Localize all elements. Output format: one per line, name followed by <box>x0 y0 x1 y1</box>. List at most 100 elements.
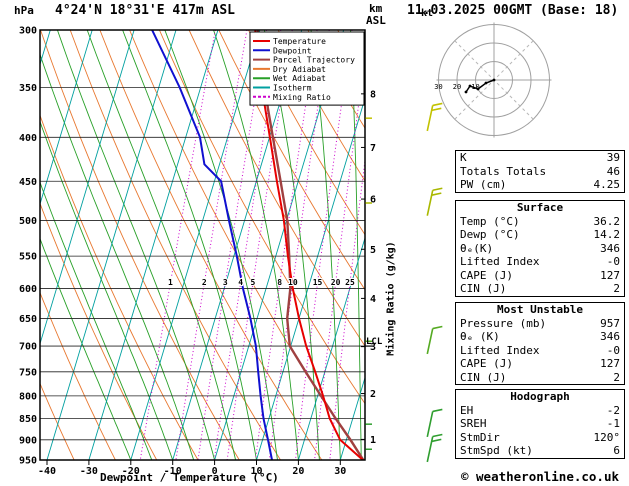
row-value: -1 <box>606 417 620 430</box>
row-value: 6 <box>613 444 620 457</box>
pressure-tick-label: 650 <box>19 314 37 325</box>
indices-tables: K 39 Totals Totals 46 PW (cm) 4.25 Surface Temp… <box>455 0 625 486</box>
parcel-trajectory-curve <box>256 30 365 460</box>
table-row: Pressure (mb) 957 <box>456 317 624 331</box>
row-label: Lifted Index <box>460 343 540 357</box>
copyright-text: © weatheronline.co.uk <box>460 469 620 484</box>
row-label: θₑ (K) <box>460 330 500 343</box>
table-row: CIN (J) 2 <box>456 282 624 296</box>
table-row: SREH -1 <box>456 417 624 431</box>
row-value: 2 <box>613 282 620 295</box>
row-label: Dewp (°C) <box>460 228 520 241</box>
mixing-ratio-label: 10 <box>288 278 298 287</box>
altitude-tick-label: 4 <box>370 294 376 305</box>
row-value: 346 <box>600 241 620 255</box>
sounding-curves <box>151 30 365 460</box>
row-label: Temp (°C) <box>460 214 520 228</box>
row-label: CIN (J) <box>460 370 507 384</box>
pressure-tick-label: 750 <box>19 367 37 378</box>
row-label: StmSpd (kt) <box>460 444 533 457</box>
legend-label: Isotherm <box>273 84 312 93</box>
pressure-tick-label: 400 <box>19 133 37 144</box>
table-section-header: Most Unstable <box>496 303 584 316</box>
temp-tick-label: 20 <box>292 466 304 477</box>
temp-tick-label: 10 <box>250 466 262 477</box>
pressure-tick-label: 600 <box>19 284 37 295</box>
indices-box-main: K 39 Totals Totals 46 PW (cm) 4.25 <box>455 150 625 193</box>
isobar-lines: 300 350 400 450 500 550 600 650 700 750 800 850 900 9… <box>19 26 365 467</box>
legend-label: Dewpoint <box>273 46 312 55</box>
pressure-axis-unit: hPa <box>14 4 34 17</box>
mixing-ratio-label: 5 <box>251 278 256 287</box>
table-row: Lifted Index -0 <box>456 344 624 358</box>
hodograph-ring-label: 10 <box>471 83 479 91</box>
wind-barb <box>426 408 443 438</box>
altitude-axis-unit-km: km <box>369 2 383 15</box>
hodograph-ring-label: 20 <box>453 83 461 91</box>
mixing-ratio-label: 25 <box>345 278 355 287</box>
table-row: CIN (J) 2 <box>456 371 624 385</box>
pressure-tick-label: 350 <box>19 83 37 94</box>
table-row: EH -2 <box>456 404 624 418</box>
altitude-tick-label: 1 <box>370 435 376 446</box>
altitude-tick-label: 3 <box>370 342 376 353</box>
pressure-tick-label: 450 <box>19 177 37 188</box>
row-label: EH <box>460 403 474 417</box>
row-label: Lifted Index <box>460 255 540 268</box>
table-row: Dewp (°C) 14.2 <box>456 228 624 242</box>
mixing-ratio-label: 1 <box>168 278 173 287</box>
pressure-tick-label: 850 <box>19 414 37 425</box>
altitude-tick-label: 7 <box>370 143 376 154</box>
legend-label: Parcel Trajectory <box>273 56 355 65</box>
table-row: Lifted Index -0 <box>456 255 624 269</box>
table-row: Totals Totals 46 <box>456 165 624 179</box>
wind-barb <box>426 187 443 216</box>
row-value: 957 <box>600 316 620 330</box>
row-label: SREH <box>460 417 487 430</box>
run-datetime-title: 11.03.2025 00GMT (Base: 18) <box>407 3 619 18</box>
row-value: 120° <box>593 430 621 444</box>
table-row: CAPE (J) 127 <box>456 357 624 371</box>
table-row: PW (cm) 4.25 <box>456 178 624 192</box>
legend-label: Wet Adiabat <box>273 74 326 83</box>
mixing-ratio-labels: 1 2 3 4 5 8 10 15 20 25 <box>167 277 356 288</box>
pressure-tick-label: 500 <box>19 216 37 227</box>
indices-box-surface: Surface Temp (°C) 36.2 Dewp (°C) 14.2 θₑ(K) 34… <box>455 200 625 297</box>
table-row: StmDir 120° <box>456 431 624 445</box>
mixing-ratio-label: 4 <box>238 278 243 287</box>
row-label: CIN (J) <box>460 282 507 295</box>
dewpoint-curve <box>151 30 273 460</box>
pressure-tick-label: 700 <box>19 342 37 353</box>
pressure-tick-label: 300 <box>19 26 37 37</box>
row-value: 127 <box>600 268 620 282</box>
temp-tick-label: -10 <box>164 466 182 477</box>
indices-box-most-unstable: Most Unstable Pressure (mb) 957 θₑ (K) 346 Li… <box>455 302 625 385</box>
row-value: 127 <box>600 357 620 370</box>
altitude-axis-ticks: 8 7 6 5 4 3 2 1 <box>361 89 376 446</box>
mixing-ratio-label: 3 <box>223 278 228 287</box>
pressure-tick-label: 900 <box>19 435 37 446</box>
row-value: 14.2 <box>593 228 621 241</box>
row-value: 36.2 <box>593 214 621 228</box>
table-row: StmSpd (kt) 6 <box>456 444 624 458</box>
pressure-tick-label: 800 <box>19 391 37 402</box>
wind-barb <box>426 325 443 355</box>
hodograph-ring-label: 30 <box>434 83 442 91</box>
temp-tick-label: -20 <box>122 466 140 477</box>
row-label: CAPE (J) <box>460 357 513 370</box>
x-axis-title: Dewpoint / Temperature (°C) <box>100 471 279 484</box>
row-label: PW (cm) <box>460 178 507 191</box>
table-row: θₑ(K) 346 <box>456 242 624 256</box>
row-label: StmDir <box>460 430 500 444</box>
legend-label: Dry Adiabat <box>273 65 326 74</box>
legend-label: Temperature <box>273 37 326 46</box>
dry-adiabat-lines <box>40 30 365 460</box>
table-row: θₑ (K) 346 <box>456 330 624 344</box>
table-row: Temp (°C) 36.2 <box>456 215 624 229</box>
temperature-curve <box>254 30 364 460</box>
altitude-tick-label: 8 <box>370 89 376 100</box>
mixing-ratio-label: 15 <box>313 278 323 287</box>
mixing-ratio-label: 20 <box>331 278 341 287</box>
